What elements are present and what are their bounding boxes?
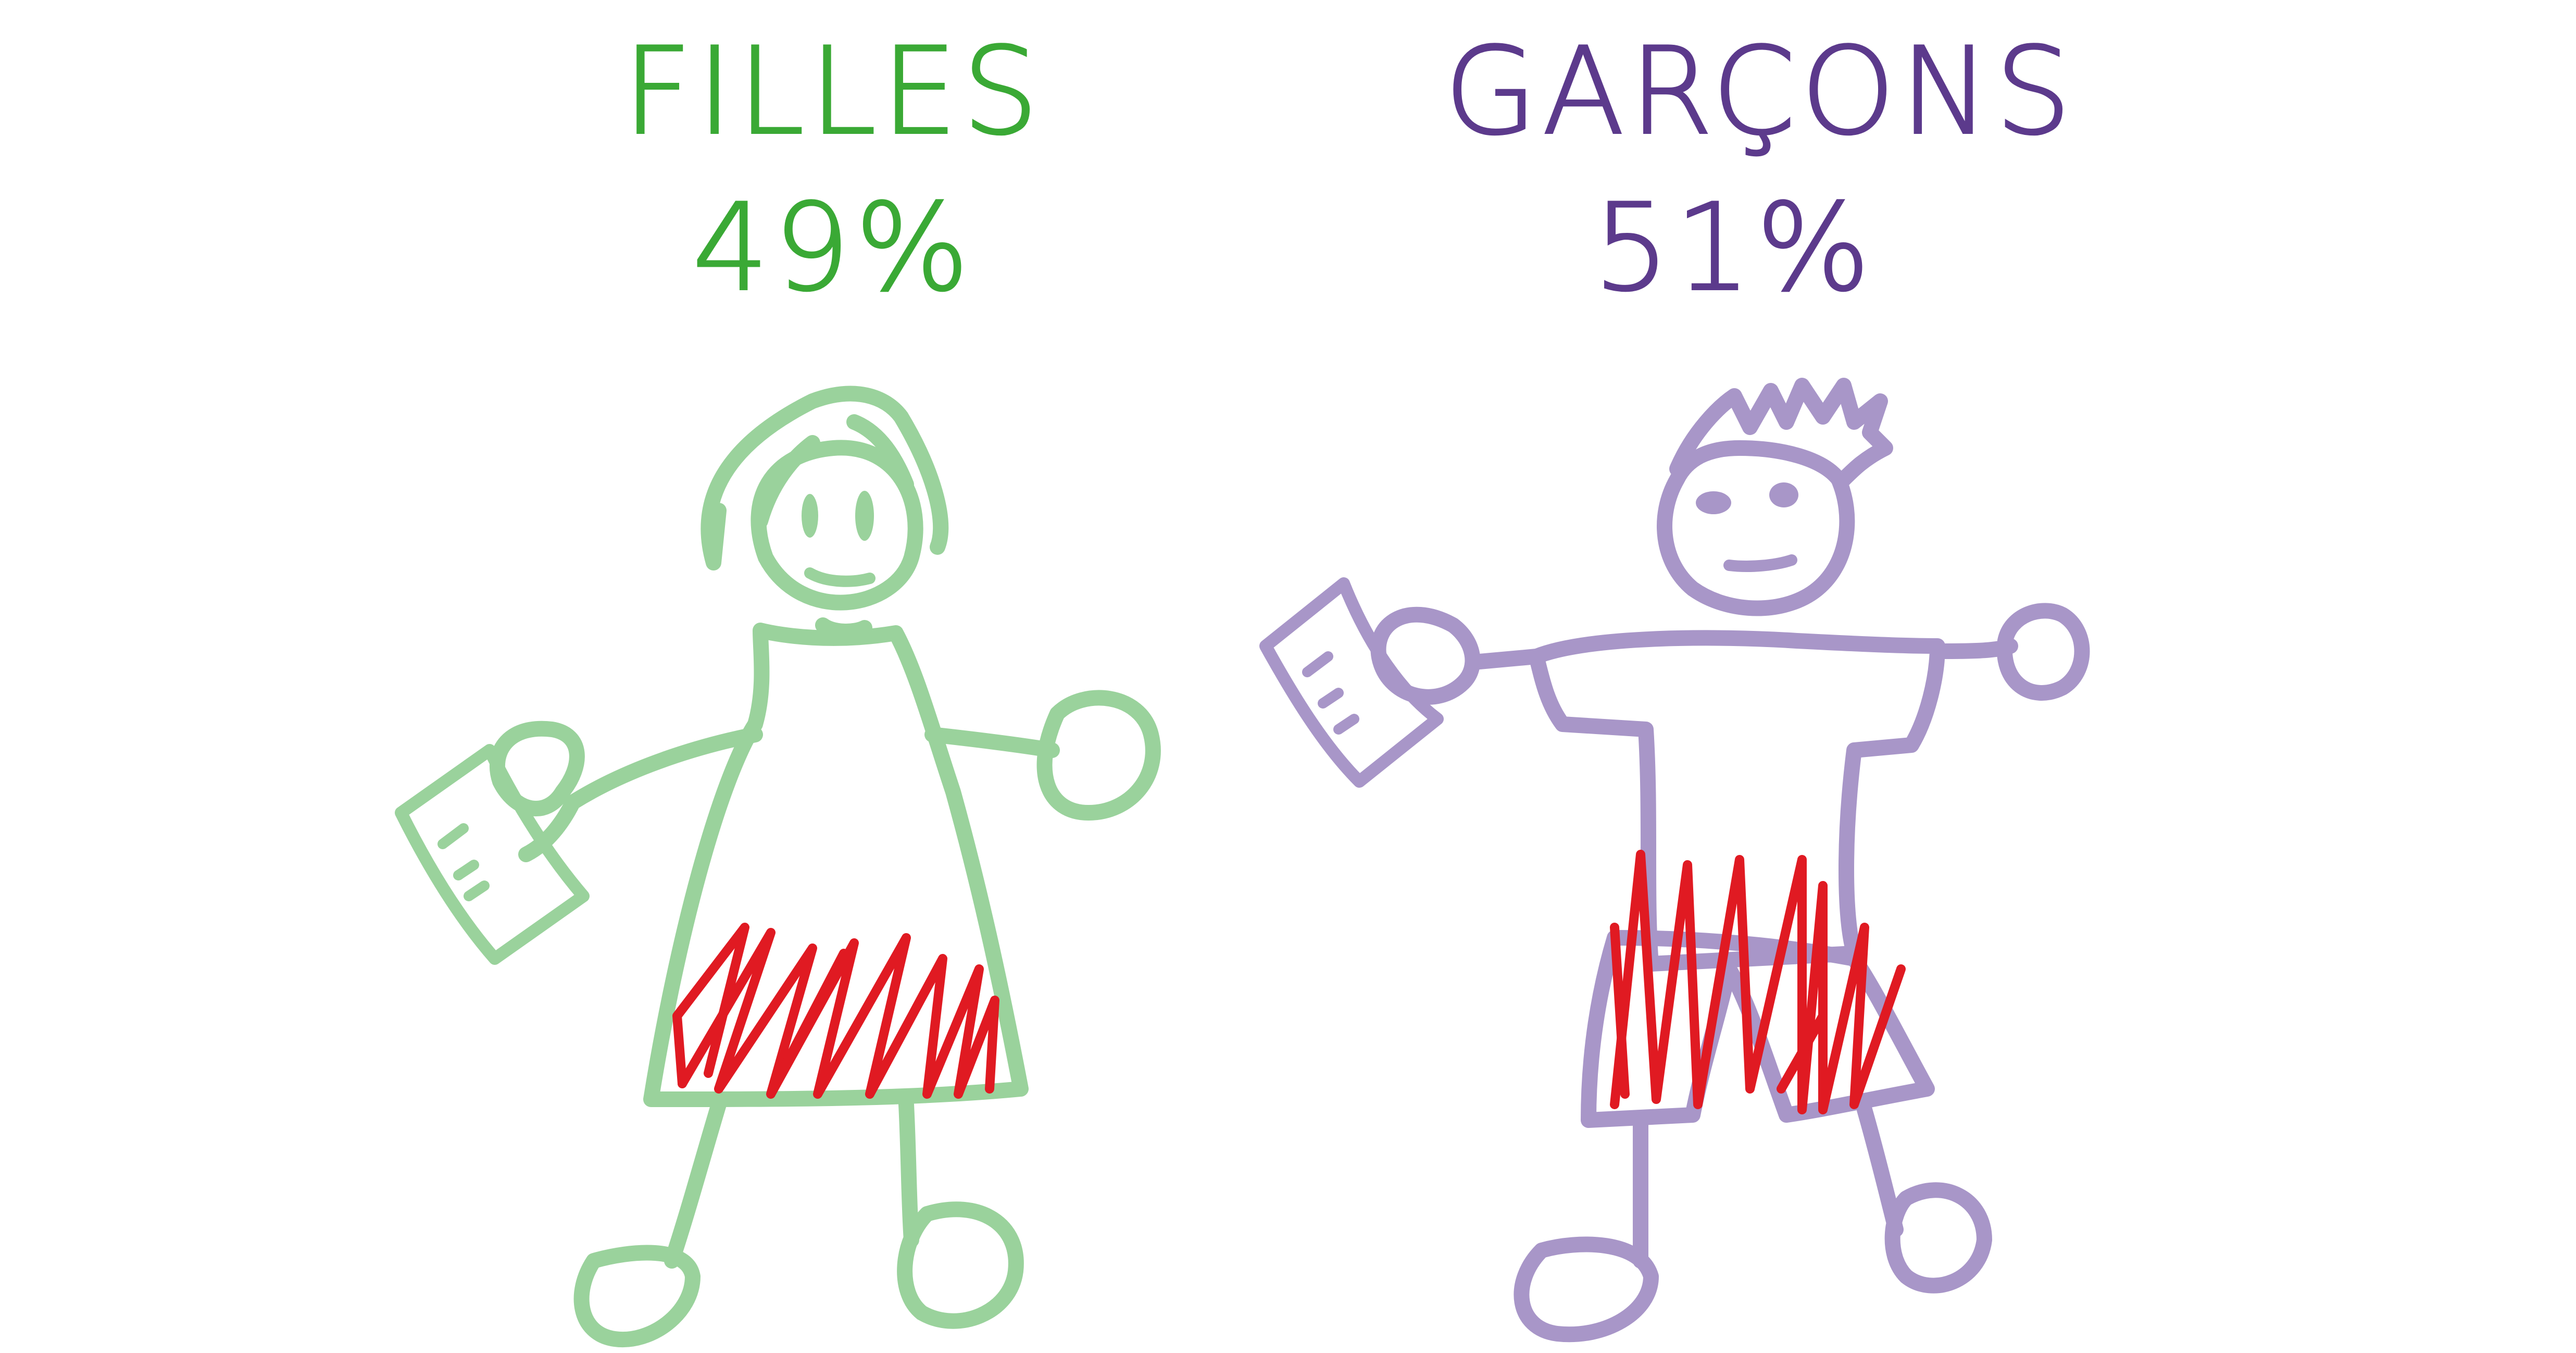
- girl-right-arm: [924, 727, 1060, 758]
- paper-sheet-icon: [395, 744, 590, 965]
- boy-right-hand: [1996, 603, 2090, 701]
- boy-head: [1657, 440, 1855, 616]
- boys-heading: GARÇONS 51%: [1443, 21, 2077, 319]
- boy-paper: [1259, 577, 1444, 788]
- girls-percent: 49%: [692, 179, 974, 318]
- girl-paper: [395, 744, 590, 965]
- girl-right-hand: [1036, 690, 1161, 821]
- girl-mouth: [804, 567, 876, 587]
- girl-hair: [701, 386, 949, 570]
- boy-hatch-fill: [1610, 850, 1906, 1114]
- girl-left-leg: [664, 1097, 727, 1269]
- girls-label: FILLES: [623, 22, 1044, 162]
- boy-stick-figure-icon: [1370, 378, 2090, 1343]
- girl-left-hand: [490, 721, 585, 816]
- girl-stick-figure-icon: [490, 386, 1161, 1348]
- paper-sheet-icon: [1259, 577, 1444, 788]
- girls-heading: FILLES 49%: [622, 21, 1044, 319]
- girl-right-eye: [855, 491, 874, 541]
- boy-left-eye: [1696, 491, 1731, 514]
- girl-right-leg: [898, 1097, 919, 1248]
- boy-shirt: [1529, 630, 1945, 972]
- boy-hair: [1669, 378, 1893, 487]
- girl-left-arm: [518, 727, 763, 862]
- boy-left-arm: [1471, 649, 1544, 669]
- boys-percent: 51%: [1593, 179, 1875, 318]
- girl-hatch-fill: [672, 923, 999, 1099]
- boys-label: GARÇONS: [1444, 22, 2077, 162]
- girl-left-eye: [802, 494, 818, 538]
- girl-left-foot: [573, 1245, 701, 1348]
- boy-mouth: [1723, 554, 1797, 572]
- boy-right-eye: [1769, 482, 1798, 507]
- boy-left-foot: [1514, 1236, 1659, 1343]
- girl-right-foot: [897, 1201, 1024, 1329]
- boy-right-foot: [1884, 1182, 1992, 1294]
- girl-dress: [643, 623, 1029, 1107]
- boy-left-hand: [1370, 606, 1481, 705]
